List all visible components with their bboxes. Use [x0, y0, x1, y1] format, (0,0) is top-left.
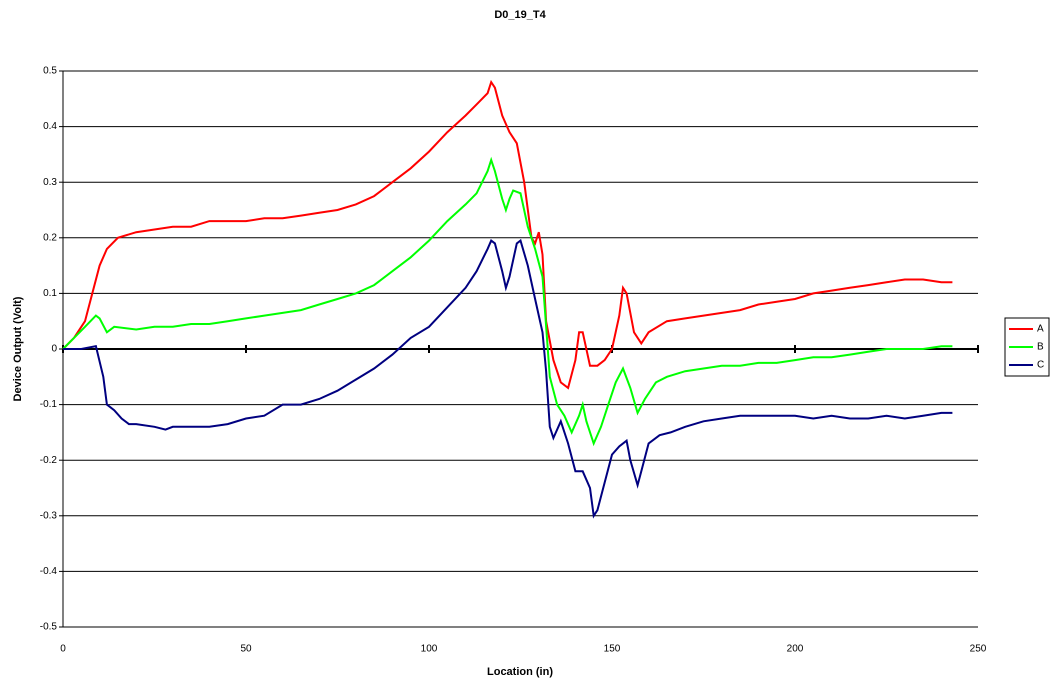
series-line — [63, 238, 953, 519]
y-axis-label: Device Output (Volt) — [12, 296, 24, 401]
series-line — [62, 156, 953, 447]
y-tick-label: -0.3 — [40, 510, 58, 521]
x-axis-label: Location (in) — [487, 666, 553, 678]
legend-label: C — [1037, 360, 1044, 371]
x-tick-label: 100 — [421, 644, 438, 655]
legend-label: A — [1037, 324, 1044, 335]
y-tick-label: 0.2 — [43, 232, 57, 243]
x-tick-label: 250 — [970, 644, 987, 655]
legend-label: B — [1037, 342, 1044, 353]
x-tick-label: 50 — [240, 644, 252, 655]
y-tick-label: 0 — [51, 344, 57, 355]
x-tick-label: 150 — [604, 644, 621, 655]
chart-title: D0_19_T4 — [494, 9, 546, 21]
y-tick-label: 0.4 — [43, 121, 57, 132]
y-tick-label: -0.5 — [40, 622, 58, 633]
y-tick-label: 0.3 — [43, 177, 57, 188]
y-tick-label: 0.5 — [43, 66, 57, 77]
x-tick-label: 200 — [787, 644, 804, 655]
y-tick-label: -0.1 — [40, 399, 58, 410]
y-tick-label: 0.1 — [43, 288, 57, 299]
series-line — [62, 79, 953, 390]
y-tick-label: -0.4 — [40, 566, 58, 577]
y-tick-label: -0.2 — [40, 455, 58, 466]
x-tick-label: 0 — [60, 644, 66, 655]
